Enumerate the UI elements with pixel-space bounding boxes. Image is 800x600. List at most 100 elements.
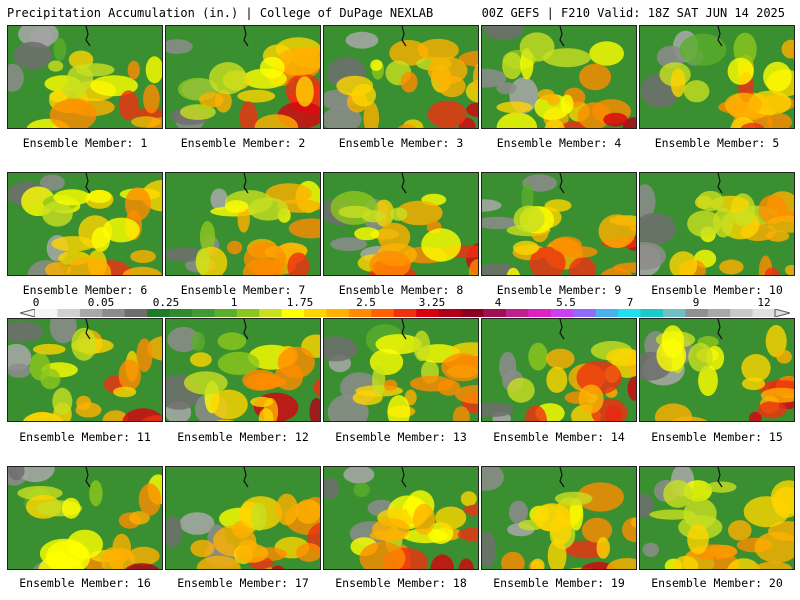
- colorbar-label: 0.05: [87, 296, 115, 309]
- precip-contour: [437, 379, 461, 396]
- precip-contour: [724, 92, 762, 117]
- precip-contour: [627, 376, 636, 401]
- precip-contour: [243, 242, 287, 275]
- precip-contour: [124, 563, 160, 569]
- ensemble-map-panel: [323, 318, 479, 422]
- precip-contour: [454, 385, 478, 404]
- colorbar-swatch: [707, 309, 731, 317]
- precip-contour: [435, 506, 467, 530]
- precip-contour: [309, 398, 320, 421]
- precip-contour: [52, 387, 73, 415]
- ensemble-member-caption: Ensemble Member: 9: [496, 283, 622, 297]
- precip-contour: [670, 68, 686, 98]
- precip-map: [324, 319, 478, 421]
- precip-contour: [87, 190, 112, 203]
- precip-contour: [502, 52, 523, 80]
- precip-contour: [578, 384, 604, 414]
- precip-contour: [698, 365, 718, 396]
- precip-contour: [217, 332, 247, 351]
- precip-contour: [66, 256, 112, 275]
- ensemble-member-caption: Ensemble Member: 14: [493, 430, 625, 444]
- precip-contour: [483, 26, 523, 41]
- precip-contour: [754, 561, 792, 569]
- precip-contour: [359, 541, 406, 569]
- precip-contour: [727, 57, 754, 85]
- ensemble-map-panel: [7, 25, 163, 129]
- ensemble-member-caption: Ensemble Member: 15: [651, 430, 783, 444]
- precip-contour: [763, 61, 792, 92]
- colorbar-arrow-left: [20, 309, 36, 317]
- precip-contour: [258, 408, 274, 421]
- colorbar-swatch: [685, 309, 709, 317]
- precip-contour: [8, 467, 25, 481]
- precip-contour: [389, 40, 429, 66]
- lake-outline: [243, 319, 249, 340]
- precip-contour: [776, 349, 792, 364]
- lake-outline: [243, 467, 249, 488]
- precip-contour: [113, 386, 137, 398]
- colorbar-swatch: [304, 309, 328, 317]
- ensemble-map-panel: [165, 466, 321, 570]
- ensemble-member-caption: Ensemble Member: 8: [338, 283, 464, 297]
- precip-contour: [336, 75, 374, 96]
- precip-contour: [288, 218, 320, 239]
- precip-contour: [61, 497, 81, 519]
- precip-contour: [324, 336, 358, 362]
- precip-contour: [167, 326, 200, 353]
- lake-outline: [559, 467, 565, 488]
- precip-contour: [276, 47, 320, 76]
- lake-outline: [401, 173, 407, 194]
- precip-contour: [354, 227, 380, 241]
- precip-contour: [519, 32, 555, 62]
- ensemble-map-panel: [639, 318, 795, 422]
- colorbar-swatch: [461, 309, 484, 317]
- colorbar-swatch: [662, 309, 686, 317]
- lake-outline: [401, 467, 407, 488]
- precip-contour: [754, 531, 794, 563]
- precip-contour: [199, 221, 216, 253]
- precip-map: [640, 319, 794, 421]
- colorbar-swatch: [595, 309, 619, 317]
- precip-contour: [603, 112, 628, 127]
- lake-outline: [401, 319, 407, 340]
- precip-contour: [524, 405, 548, 421]
- precip-contour: [51, 236, 95, 252]
- precip-contour: [129, 511, 150, 525]
- colorbar: [20, 309, 790, 317]
- precip-contour: [49, 319, 77, 344]
- precip-contour: [102, 410, 129, 421]
- precip-contour: [501, 551, 525, 569]
- ensemble-member-caption: Ensemble Member: 12: [177, 430, 309, 444]
- precip-contour: [466, 102, 478, 118]
- precip-contour: [687, 524, 709, 555]
- precip-contour: [767, 215, 794, 233]
- precip-contour: [688, 342, 713, 372]
- colorbar-swatch: [393, 309, 417, 317]
- precip-contour: [295, 76, 314, 107]
- colorbar-swatch: [505, 309, 529, 317]
- ensemble-member-caption: Ensemble Member: 7: [180, 283, 306, 297]
- precip-contour: [482, 68, 507, 88]
- precip-contour: [596, 537, 610, 559]
- ensemble-member-caption: Ensemble Member: 5: [654, 136, 780, 150]
- colorbar-swatch: [483, 309, 507, 317]
- precip-contour: [672, 555, 699, 569]
- colorbar-swatch: [573, 309, 597, 317]
- colorbar-label: 0: [32, 296, 40, 309]
- precip-contour: [468, 259, 478, 275]
- colorbar-arrow-right: [774, 309, 790, 317]
- precip-map: [482, 319, 636, 421]
- colorbar-label: 1.75: [286, 296, 314, 309]
- precip-contour: [145, 56, 162, 84]
- precip-contour: [427, 100, 467, 128]
- colorbar-swatch: [169, 309, 193, 317]
- precip-contour: [622, 117, 636, 128]
- precip-contour: [683, 80, 710, 103]
- precip-contour: [251, 502, 267, 531]
- precip-contour: [781, 39, 794, 59]
- precip-contour: [363, 101, 380, 128]
- precip-map: [166, 26, 320, 128]
- ensemble-map-panel: [165, 25, 321, 129]
- precip-contour: [166, 247, 205, 262]
- ensemble-map-panel: [639, 466, 795, 570]
